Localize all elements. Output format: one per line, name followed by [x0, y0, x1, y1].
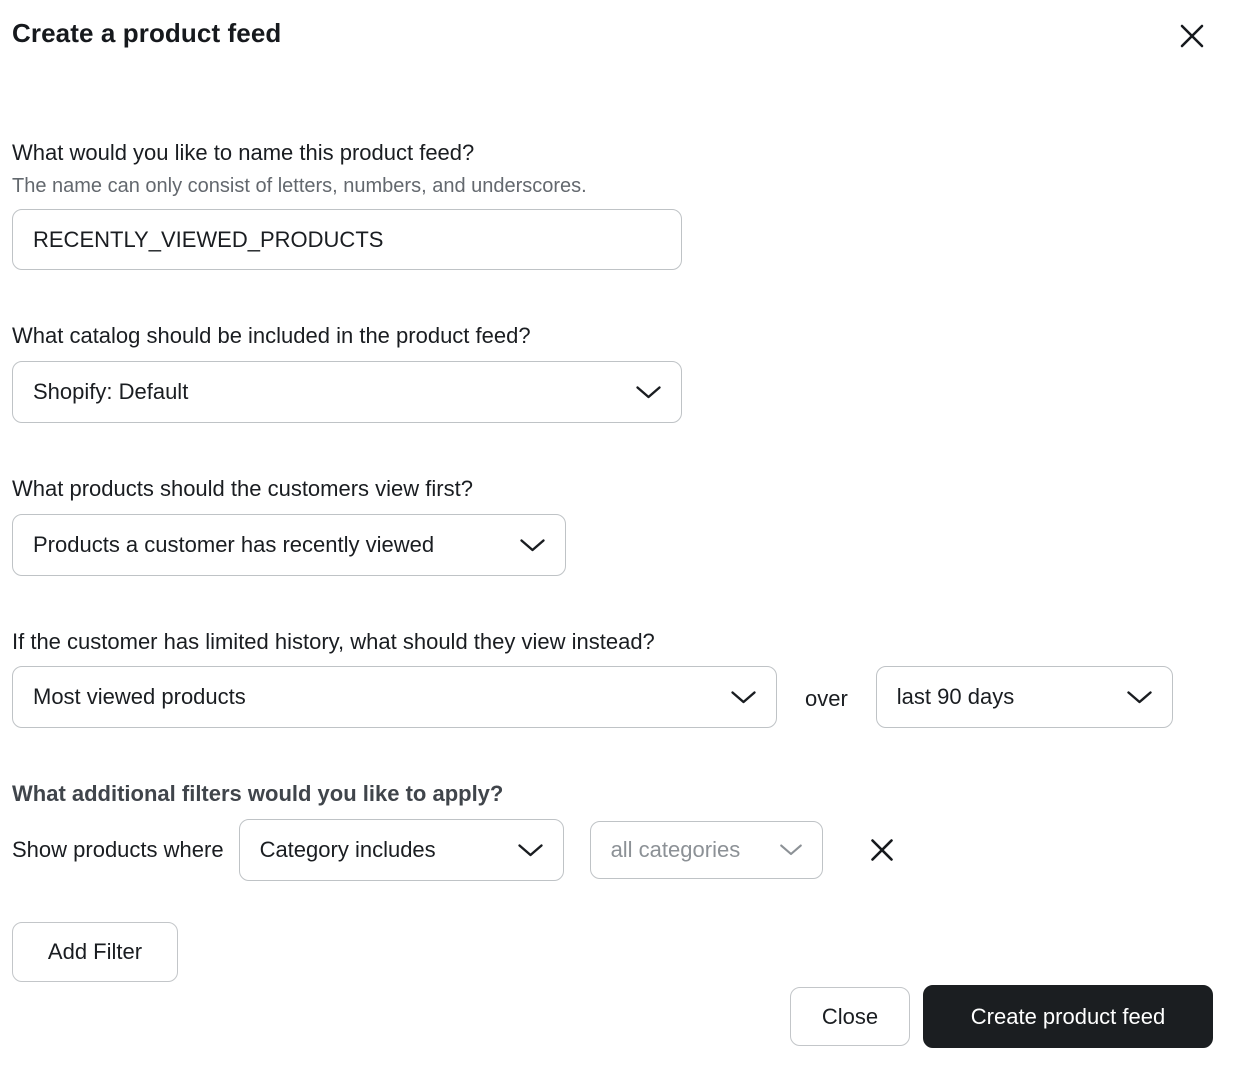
chevron-down-icon — [1126, 690, 1153, 705]
feed-name-input[interactable] — [12, 209, 682, 270]
view-first-question-label: What products should the customers view … — [12, 476, 473, 501]
fallback-select[interactable]: Most viewed products — [12, 666, 777, 728]
filter-condition-select-value: Category includes — [259, 837, 436, 862]
catalog-select-value: Shopify: Default — [33, 379, 189, 404]
field-group-name: What would you like to name this product… — [12, 140, 1224, 270]
catalog-question-label: What catalog should be included in the p… — [12, 323, 531, 348]
fallback-row: Most viewed products over last 90 days — [12, 666, 1224, 728]
chevron-down-icon — [519, 538, 546, 553]
name-helper-text: The name can only consist of letters, nu… — [12, 175, 587, 197]
field-group-catalog: What catalog should be included in the p… — [12, 323, 1224, 423]
create-product-feed-button[interactable]: Create product feed — [923, 985, 1213, 1048]
chevron-down-icon — [779, 843, 803, 857]
field-group-fallback: If the customer has limited history, wha… — [12, 629, 1224, 728]
fallback-select-value: Most viewed products — [33, 684, 246, 709]
chevron-down-icon — [517, 843, 544, 858]
over-connector-label: over — [805, 686, 848, 711]
view-first-select[interactable]: Products a customer has recently viewed — [12, 514, 566, 576]
modal-body: What would you like to name this product… — [0, 140, 1236, 982]
close-footer-button[interactable]: Close — [790, 987, 910, 1046]
chevron-down-icon — [730, 690, 757, 705]
filter-category-select-placeholder: all categories — [610, 837, 741, 862]
filter-condition-select[interactable]: Category includes — [238, 819, 564, 881]
filter-category-select[interactable]: all categories — [589, 821, 823, 879]
close-button[interactable] — [1176, 20, 1208, 52]
filter-row-prefix-label: Show products where — [12, 837, 224, 862]
field-group-view-first: What products should the customers view … — [12, 476, 1224, 576]
modal-header: Create a product feed — [0, 0, 1236, 52]
filters-heading: What additional filters would you like t… — [12, 781, 504, 806]
time-window-select[interactable]: last 90 days — [875, 666, 1173, 728]
modal-footer: Close Create product feed — [0, 985, 1236, 1048]
catalog-select[interactable]: Shopify: Default — [12, 361, 682, 423]
field-group-filters: What additional filters would you like t… — [12, 781, 1224, 881]
add-filter-button[interactable]: Add Filter — [12, 922, 178, 982]
remove-filter-button[interactable] — [866, 834, 898, 866]
time-window-select-value: last 90 days — [896, 684, 1015, 709]
chevron-down-icon — [635, 385, 662, 400]
close-icon — [1178, 24, 1206, 53]
view-first-select-value: Products a customer has recently viewed — [33, 532, 435, 557]
filter-row: Show products where Category includes al… — [12, 819, 1224, 881]
remove-filter-icon — [868, 839, 896, 867]
page-title: Create a product feed — [12, 18, 282, 48]
fallback-question-label: If the customer has limited history, wha… — [12, 629, 655, 654]
name-question-label: What would you like to name this product… — [12, 140, 475, 165]
